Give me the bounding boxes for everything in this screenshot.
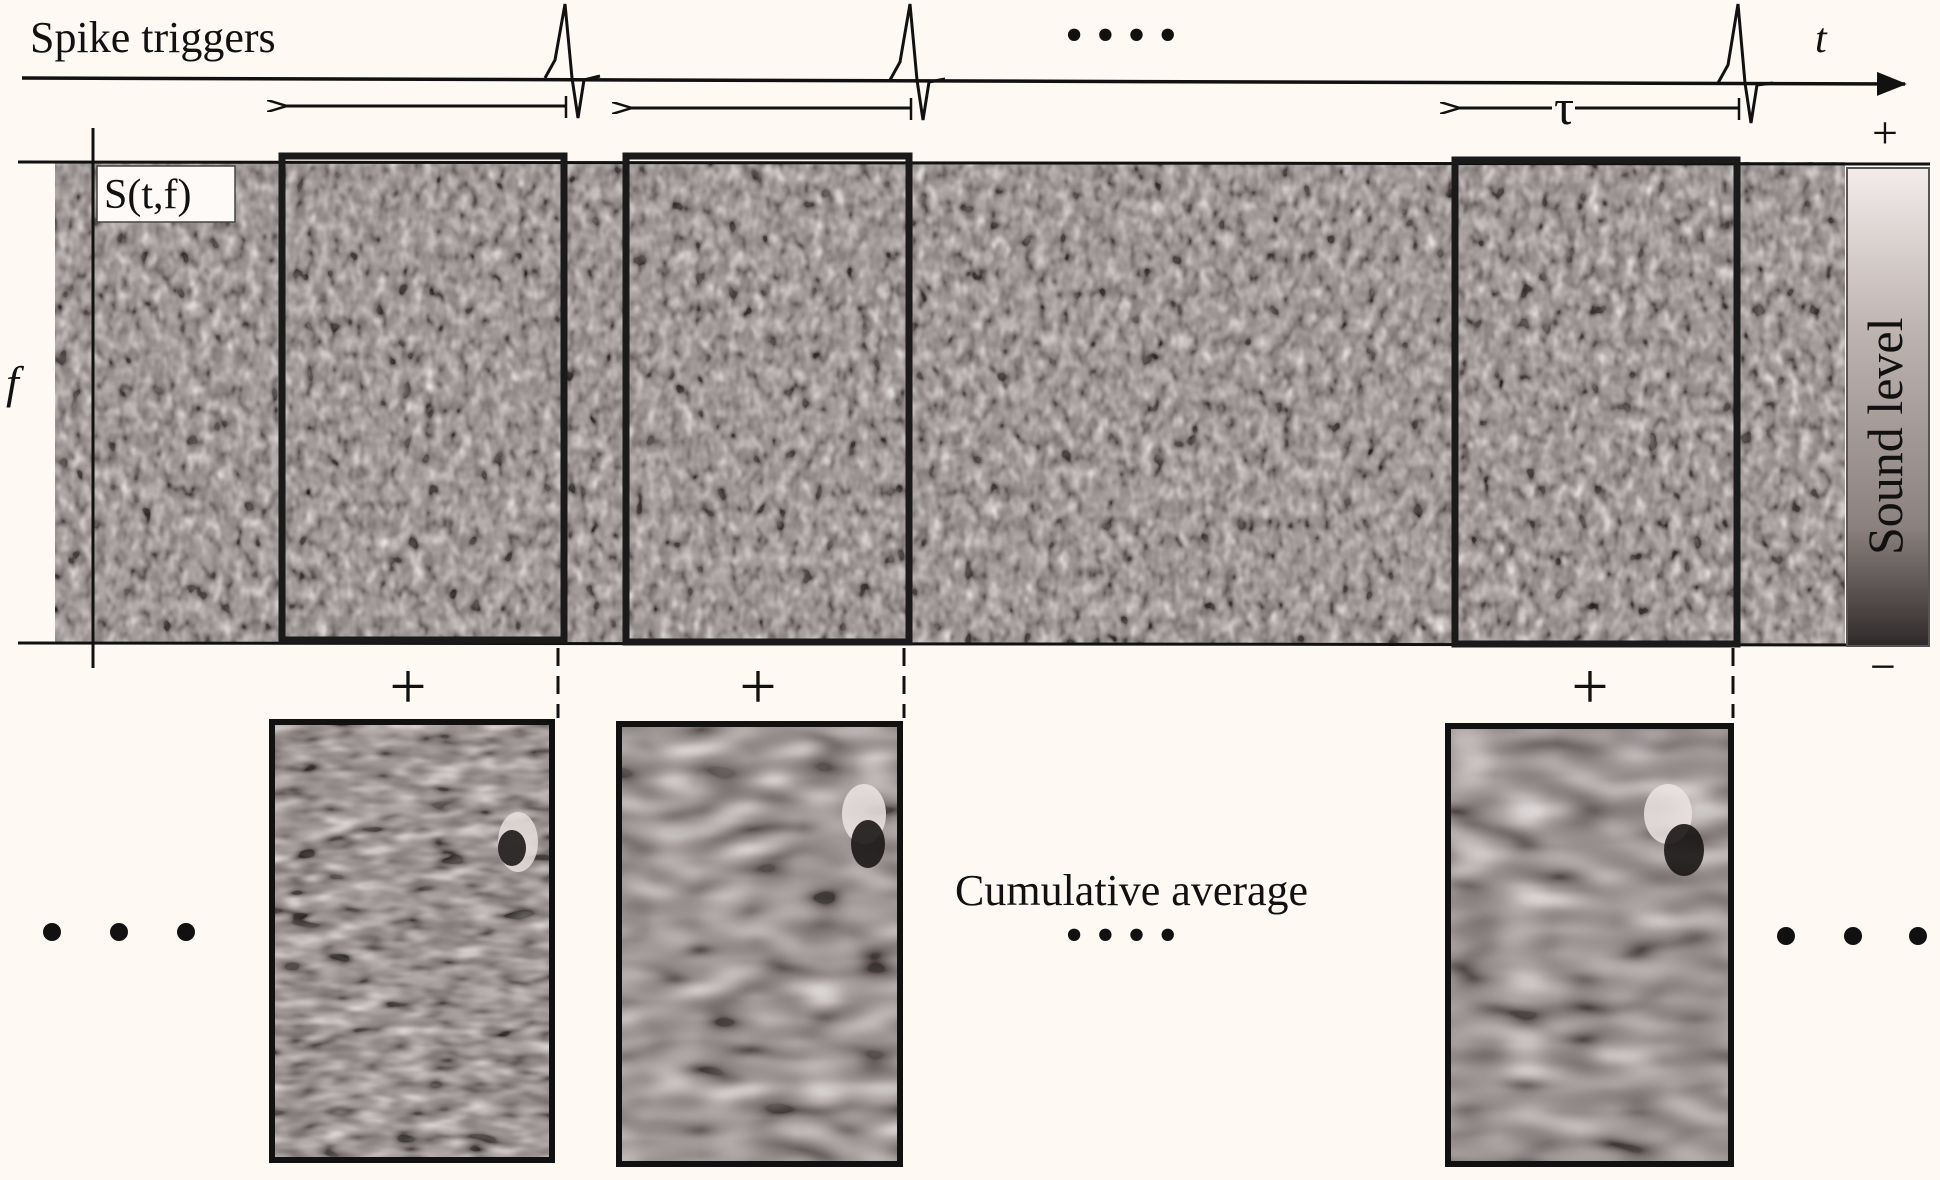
time-axis: [21, 71, 1907, 96]
stimulus-window-1: [278, 152, 568, 644]
colorbar-plus: +: [1872, 107, 1898, 158]
frequency-axis-label: f: [6, 357, 25, 408]
stimulus-window-3: [1451, 156, 1741, 648]
spectrogram-top-border: [17, 160, 1931, 166]
stimulus-spectrogram: [55, 162, 1845, 644]
plus-sign-1: +: [389, 650, 426, 723]
ellipsis-top: • • • •: [1065, 7, 1177, 64]
stimulus-window-2: [622, 152, 913, 646]
stimulus-label: S(t,f): [104, 172, 192, 218]
plus-sign-3: +: [1571, 650, 1608, 723]
cumulative-average-label: Cumulative average: [955, 866, 1308, 915]
spike-2: [888, 3, 946, 121]
time-axis-label: t: [1815, 16, 1828, 62]
cumulative-average-1: [272, 722, 552, 1160]
ellipsis-middle: • • • •: [1065, 907, 1177, 964]
ellipsis-right: [1777, 927, 1795, 945]
spike-3: [1716, 3, 1774, 124]
colorbar-minus: −: [1870, 641, 1896, 692]
spike-1: [543, 3, 601, 119]
ellipsis-left: [43, 923, 61, 941]
spike-triggers-label: Spike triggers: [30, 13, 276, 62]
lag-label: τ: [1554, 79, 1574, 135]
colorbar-title: Sound level: [1857, 318, 1913, 555]
sound-level-colorbar: [1846, 167, 1930, 647]
cumulative-average-3: [1448, 726, 1731, 1164]
plus-sign-2: +: [739, 650, 776, 723]
